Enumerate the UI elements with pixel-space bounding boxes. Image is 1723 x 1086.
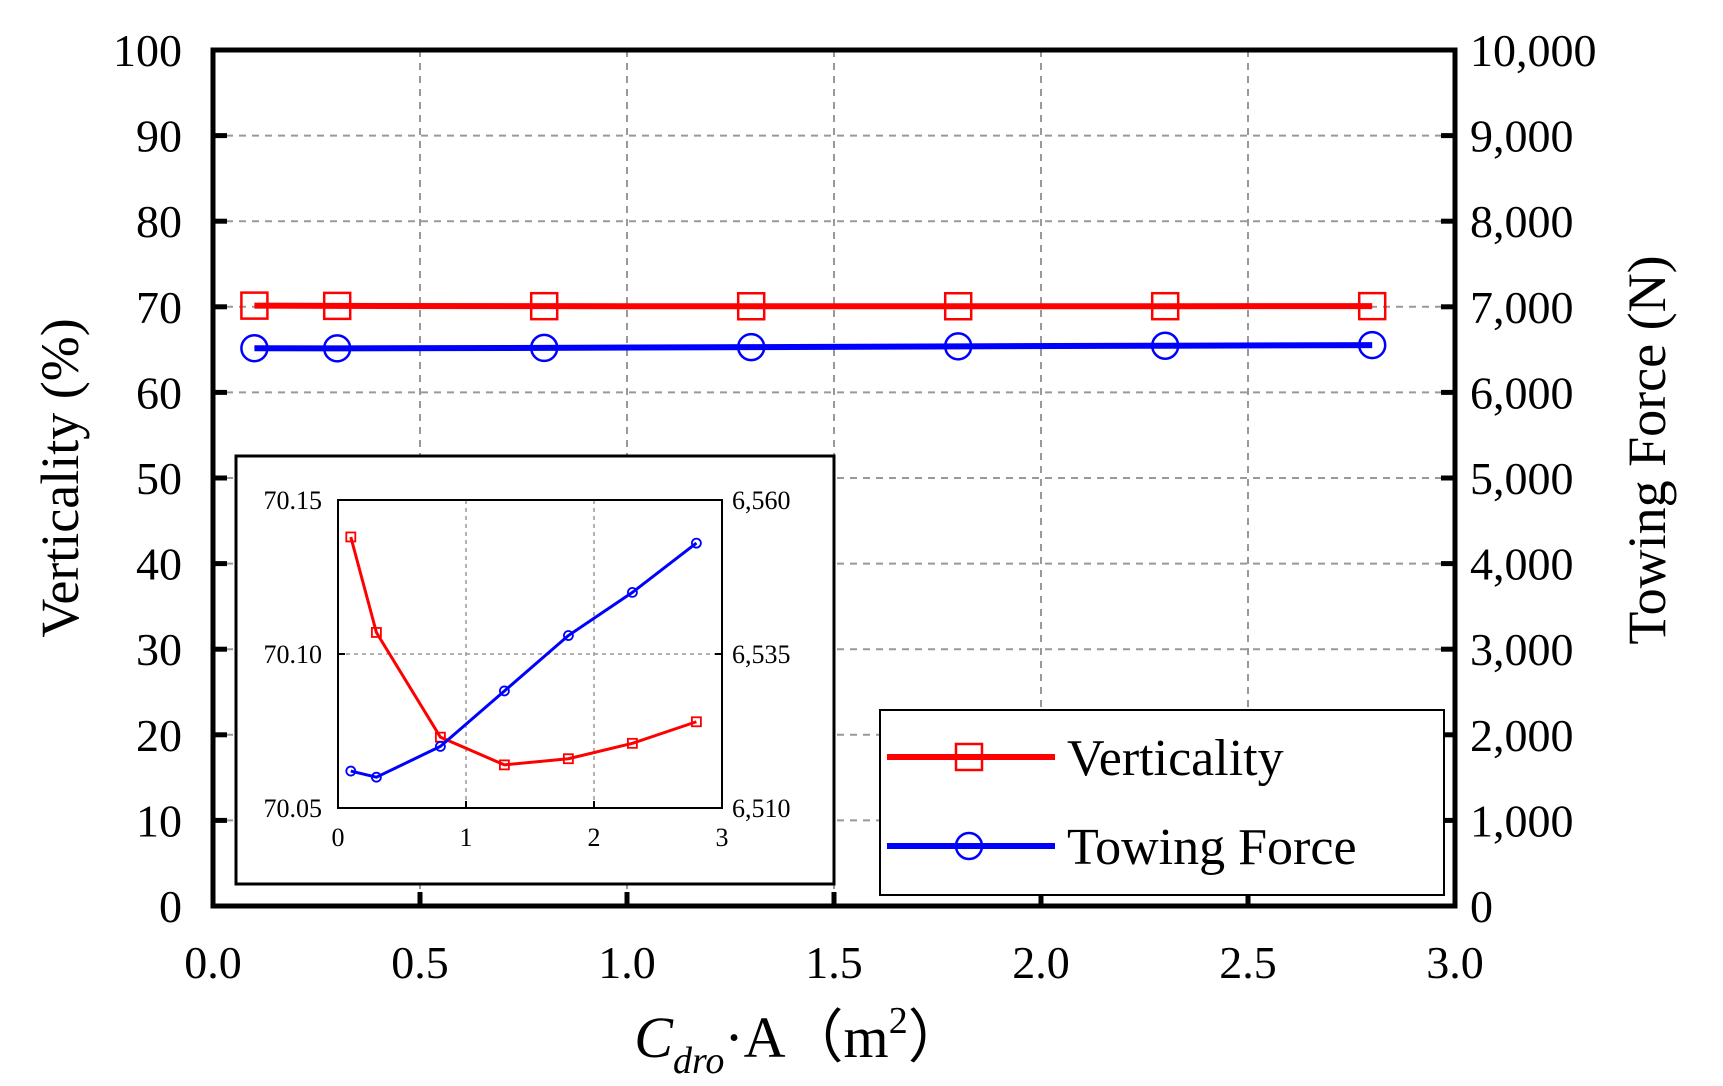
x-tick-label: 1.0	[598, 937, 656, 988]
inset-verticality-line	[349, 536, 697, 767]
x-axis-label-sub: dro	[673, 1040, 724, 1082]
verticality-point	[1357, 291, 1387, 321]
y-right-tick-label: 3,000	[1470, 624, 1574, 675]
y-left-tick-label: 60	[136, 367, 182, 418]
verticality-point	[943, 291, 973, 321]
inset-towing-force-point	[691, 537, 702, 549]
y-right-tick-label: 7,000	[1470, 282, 1574, 333]
towing-force-line	[254, 342, 1373, 352]
main-series	[240, 291, 1387, 363]
inset-towing-force-point	[498, 685, 510, 697]
inset-x-tick-label: 0	[332, 823, 345, 852]
inset-grid	[338, 500, 722, 808]
inset-y-left-tick-label: 70.15	[264, 486, 323, 515]
y-axis-right-label: Towing Force (N)	[1617, 255, 1677, 644]
y-right-tick-label: 10,000	[1470, 25, 1597, 76]
y-axis-left-label: Verticality (%)	[30, 318, 90, 637]
legend-towing-force-marker	[954, 831, 984, 861]
inset-towing-force-point	[345, 765, 357, 777]
inset-x-tick-label: 1	[460, 823, 473, 852]
inset-verticality-point	[627, 737, 638, 749]
y-left-tick-label: 100	[113, 25, 182, 76]
legend: Verticality Towing Force	[879, 709, 1445, 896]
y-right-tick-label: 4,000	[1470, 539, 1574, 590]
main-ticks	[210, 47, 1458, 909]
inset-ticks	[337, 499, 723, 809]
inset-towing-force-point	[627, 587, 638, 598]
y-right-tick-label: 6,000	[1470, 367, 1574, 418]
y-left-tick-label: 30	[136, 624, 182, 675]
x-axis-label-rest: ·A（m	[724, 1005, 888, 1070]
y-left-tick-label: 80	[136, 196, 182, 247]
x-axis-label-end: ）	[908, 1005, 966, 1070]
inset-y-right-tick-label: 6,535	[732, 640, 791, 669]
x-tick-label: 2.0	[1012, 937, 1070, 988]
inset-chart: 0 1 2 3 70.05 70.10 70.15 6,510 6,535 6,560	[234, 454, 836, 886]
inset-tick-labels: 0 1 2 3 70.05 70.10 70.15 6,510 6,535 6,560	[264, 486, 791, 852]
verticality-point	[529, 291, 559, 321]
y-left-tick-label: 50	[136, 453, 182, 504]
inset-verticality-point	[370, 627, 382, 638]
x-tick-label: 0.5	[391, 937, 449, 988]
legend-towing-force-label: Towing Force	[1067, 819, 1357, 876]
y-left-tick-label: 0	[159, 881, 182, 932]
inset-y-left-tick-label: 70.10	[264, 640, 323, 669]
inset-towing-force-point	[434, 741, 446, 752]
legend-box	[879, 709, 1445, 896]
towing-force-point	[1150, 331, 1180, 360]
y-right-tick-label: 2,000	[1470, 710, 1574, 761]
y-right-tick-label: 8,000	[1470, 196, 1574, 247]
inset-towing-force-point	[563, 630, 574, 641]
towing-force-point	[529, 333, 559, 363]
verticality-point	[240, 291, 269, 320]
towing-force-point	[736, 332, 766, 362]
main-tick-labels: 0.0 0.5 1.0 1.5 2.0 2.5 3.00102030405060708090…	[113, 25, 1597, 988]
legend-verticality-marker	[954, 742, 984, 772]
towing-force-point	[240, 333, 269, 363]
x-tick-label: 3.0	[1426, 937, 1484, 988]
inset-background	[234, 454, 836, 886]
y-left-tick-label: 10	[136, 795, 182, 846]
verticality-point	[1150, 291, 1180, 321]
y-left-tick-label: 90	[136, 111, 182, 162]
verticality-point	[322, 291, 352, 321]
y-left-tick-label: 70	[136, 282, 182, 333]
x-axis-label-sup: 2	[889, 1000, 908, 1042]
legend-items: Verticality Towing Force	[887, 730, 1357, 876]
x-tick-label: 2.5	[1219, 937, 1277, 988]
legend-verticality-label: Verticality	[1067, 730, 1284, 787]
y-left-tick-label: 20	[136, 710, 182, 761]
inset-verticality-point	[498, 759, 510, 771]
x-tick-label: 1.5	[805, 937, 863, 988]
y-left-tick-label: 40	[136, 539, 182, 590]
towing-force-point	[322, 334, 352, 363]
inset-towing-force-line	[350, 541, 698, 779]
x-axis-label: Cdro·A（m2）	[634, 1000, 965, 1082]
towing-force-point	[1357, 330, 1387, 360]
verticality-line	[254, 302, 1373, 310]
y-right-tick-label: 9,000	[1470, 111, 1574, 162]
inset-x-tick-label: 3	[716, 823, 729, 852]
verticality-point	[736, 292, 766, 321]
inset-y-right-tick-label: 6,510	[732, 794, 791, 823]
inset-towing-force-point	[370, 771, 382, 783]
towing-force-point	[943, 332, 973, 361]
inset-y-left-tick-label: 70.05	[264, 794, 323, 823]
x-tick-label: 0.0	[184, 937, 242, 988]
y-right-tick-label: 5,000	[1470, 453, 1574, 504]
x-axis-label-main: C	[634, 1005, 674, 1070]
inset-x-tick-label: 2	[588, 823, 601, 852]
inset-verticality-point	[691, 716, 702, 728]
inset-series	[345, 531, 702, 783]
y-right-tick-label: 0	[1470, 881, 1493, 932]
inset-verticality-point	[563, 753, 574, 765]
y-right-tick-label: 1,000	[1470, 795, 1574, 846]
inset-verticality-point	[345, 531, 357, 543]
inset-y-right-tick-label: 6,560	[732, 486, 791, 515]
